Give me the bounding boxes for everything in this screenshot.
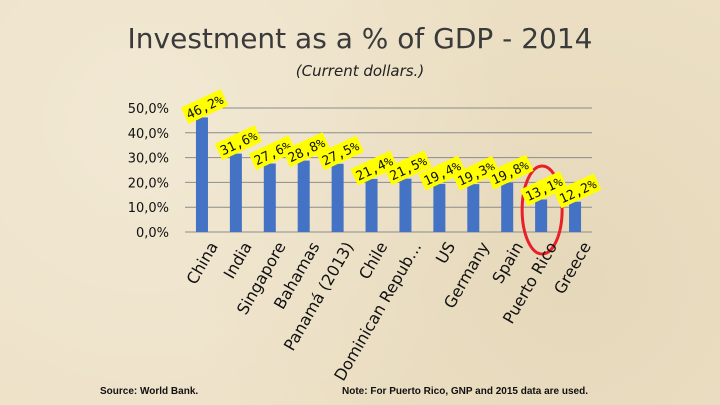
data-label-bg: [384, 150, 432, 186]
data-note: Note: For Puerto Rico, GNP and 2015 data…: [342, 386, 588, 397]
y-tick-label: 40,0%: [128, 127, 169, 142]
bar: [433, 183, 446, 232]
source-note: Source: World Bank.: [100, 386, 199, 397]
category-label: China: [183, 239, 222, 288]
data-label-bg: [316, 135, 364, 171]
bar: [501, 182, 514, 232]
data-label-bg: [350, 150, 398, 186]
category-label: Chile: [355, 239, 391, 283]
bar: [535, 199, 548, 232]
bar: [467, 184, 480, 232]
slide-title: Investment as a % of GDP - 2014: [127, 22, 593, 55]
bar: [263, 163, 276, 232]
data-label-bg: [452, 155, 500, 191]
bar: [569, 201, 582, 232]
bar: [399, 178, 412, 232]
bar: [195, 117, 208, 232]
data-label-bg: [519, 171, 568, 207]
category-label: India: [220, 239, 256, 283]
y-tick-label: 10,0%: [128, 201, 169, 216]
data-label-bg: [180, 89, 229, 124]
y-tick-label: 20,0%: [128, 176, 169, 191]
data-label-bg: [553, 173, 602, 209]
y-tick-label: 30,0%: [128, 152, 169, 167]
bar: [365, 178, 378, 232]
slide-subtitle: (Current dollars.): [295, 62, 425, 80]
bar: [331, 163, 344, 232]
data-label-bg: [214, 125, 263, 161]
category-label: US: [432, 239, 459, 267]
data-label-bg: [486, 154, 534, 190]
highlight-circle: [520, 164, 564, 256]
bar: [229, 153, 242, 232]
data-label-bg: [282, 132, 331, 168]
y-tick-label: 0,0%: [136, 226, 169, 241]
data-label-bg: [418, 155, 466, 191]
bar: [297, 160, 310, 232]
data-label-bg: [248, 135, 297, 171]
y-tick-label: 50,0%: [128, 102, 169, 117]
